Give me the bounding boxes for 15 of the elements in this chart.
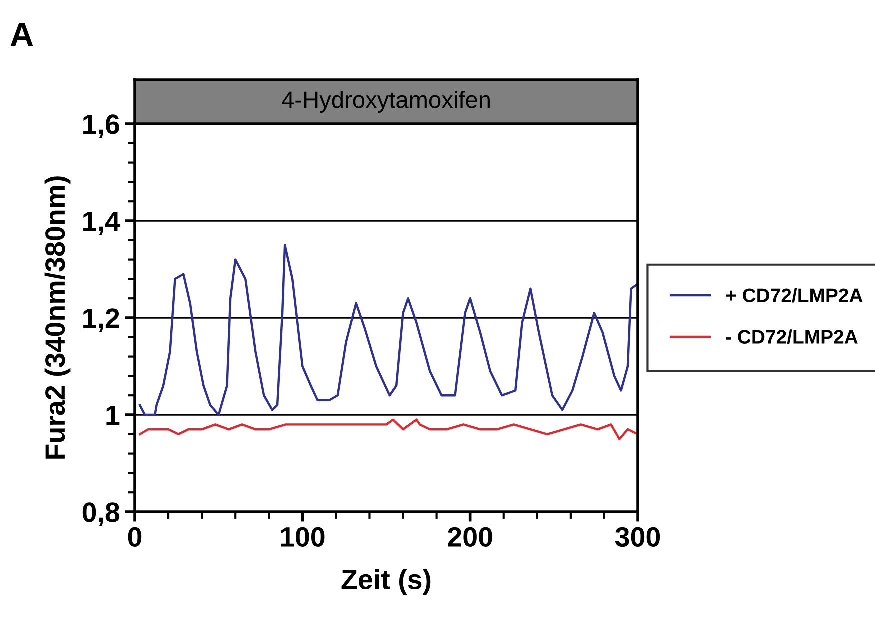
y-axis-title: Fura2 (340nm/380nm) xyxy=(44,176,71,459)
y-tick-label: 1,2 xyxy=(84,308,120,332)
chart-title: 4-Hydroxytamoxifen xyxy=(282,90,490,114)
legend-label: - CD72/LMP2A xyxy=(726,330,858,344)
y-tick-label: 1,4 xyxy=(84,212,120,236)
y-tick-label: 0,8 xyxy=(82,502,120,526)
y-tick-label: 1 xyxy=(106,406,120,426)
y-tick-label: 1,6 xyxy=(84,114,120,138)
text: A xyxy=(10,23,34,46)
legend-label: + CD72/LMP2A xyxy=(726,288,863,303)
x-tick-label: 100 xyxy=(281,527,325,547)
x-tick-label: 200 xyxy=(448,527,492,547)
x-tick-label: 300 xyxy=(615,527,660,548)
x-axis-title: Zeit (s) xyxy=(342,569,431,596)
x-tick-label: 0 xyxy=(128,527,142,547)
